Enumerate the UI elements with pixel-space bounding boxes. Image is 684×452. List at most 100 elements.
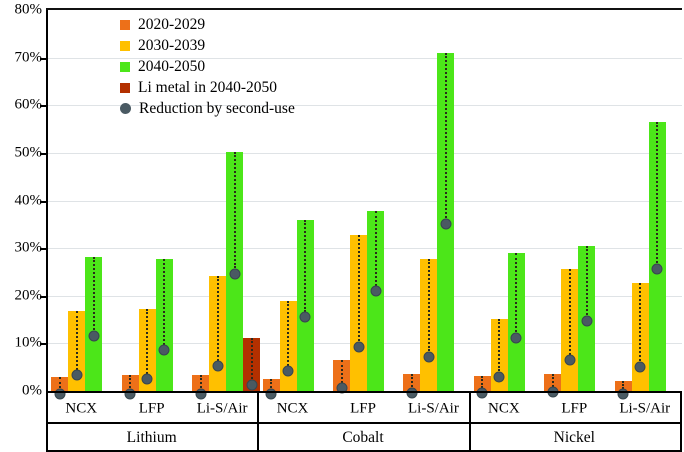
- y-axis-tick-mark: [40, 295, 47, 298]
- legend-item: Li metal in 2040-2050: [120, 77, 380, 98]
- second-use-connector: [410, 373, 413, 388]
- group-separator: [257, 393, 260, 452]
- y-axis-tick-mark: [40, 248, 47, 251]
- category-label: LFP: [561, 400, 588, 416]
- legend-item: Reduction by second-use: [120, 98, 380, 119]
- second-use-marker: [299, 311, 311, 323]
- category-label: NCX: [276, 400, 309, 416]
- legend-label: Li metal in 2040-2050: [138, 78, 278, 96]
- second-use-marker: [71, 369, 83, 381]
- legend-item: 2030-2039: [120, 35, 380, 56]
- bar-cluster: [51, 10, 119, 400]
- second-use-marker: [440, 218, 452, 230]
- legend-circle-icon: [120, 103, 131, 114]
- second-use-connector: [427, 258, 430, 352]
- legend-label: Reduction by second-use: [139, 99, 295, 117]
- second-use-marker: [617, 388, 629, 400]
- y-axis-line: [46, 8, 48, 393]
- y-axis-tick-label: 30%: [14, 239, 43, 256]
- y-axis-tick-label: 0%: [22, 382, 42, 399]
- gridline: [48, 105, 682, 107]
- y-axis-tick-label: 50%: [14, 144, 43, 161]
- second-use-connector: [357, 235, 360, 342]
- second-use-connector: [92, 256, 95, 331]
- bar-2040-2050: [367, 210, 384, 391]
- y-axis-tick-label: 60%: [14, 96, 43, 113]
- y-axis-tick-mark: [40, 105, 47, 108]
- group-label: Cobalt: [342, 429, 384, 446]
- bar-cluster: [614, 10, 683, 400]
- second-use-connector: [656, 122, 659, 264]
- second-use-marker: [54, 388, 66, 400]
- second-use-marker: [336, 382, 347, 394]
- second-use-marker: [88, 330, 100, 342]
- bar-cluster: [403, 10, 471, 399]
- y-axis-tick-mark: [40, 152, 47, 155]
- second-use-connector: [515, 252, 518, 333]
- legend-square-icon: [120, 82, 130, 93]
- second-use-connector: [585, 245, 588, 316]
- plot-top-border: [46, 8, 682, 10]
- second-use-marker: [493, 371, 505, 383]
- second-use-connector: [75, 311, 78, 370]
- second-use-connector: [250, 338, 253, 380]
- second-use-marker: [124, 388, 136, 400]
- second-use-connector: [481, 375, 484, 388]
- gridline: [48, 152, 682, 154]
- bar-cluster: [544, 10, 612, 398]
- second-use-marker: [510, 332, 522, 344]
- plot-area: [48, 10, 683, 400]
- bar-cluster: [333, 10, 401, 394]
- category-axis-band: NCX LFP Li-S/Air NCX LFP Li-S/Air NCX LFP Li-S/A…: [46, 393, 682, 424]
- legend-label: 2040-2050: [138, 57, 206, 75]
- x-axis-baseline: [46, 391, 682, 393]
- second-use-marker: [651, 263, 663, 275]
- axis-frame-bottom: [46, 450, 682, 452]
- second-use-connector: [568, 269, 571, 355]
- second-use-marker: [282, 365, 294, 377]
- second-use-connector: [58, 377, 61, 389]
- second-use-connector: [163, 259, 166, 345]
- second-use-connector: [287, 301, 290, 366]
- category-label: Li-S/Air: [196, 400, 248, 416]
- group-label: Lithium: [126, 429, 177, 446]
- second-use-marker: [564, 354, 576, 366]
- group-label: Nickel: [553, 429, 595, 446]
- second-use-connector: [270, 378, 273, 389]
- y-axis-tick-label: 80%: [14, 1, 43, 18]
- category-label: LFP: [350, 400, 376, 416]
- second-use-connector: [374, 210, 377, 286]
- gridline: [48, 200, 682, 202]
- second-use-connector: [129, 374, 132, 389]
- second-use-connector: [498, 319, 501, 372]
- category-label: NCX: [65, 400, 98, 416]
- y-axis-tick-label: 10%: [14, 334, 43, 351]
- second-use-marker: [141, 373, 153, 385]
- second-use-connector: [216, 275, 219, 361]
- legend-item: 2040-2050: [120, 56, 380, 77]
- legend-label: 2030-2039: [138, 36, 206, 54]
- category-label: NCX: [488, 400, 520, 416]
- bar-cluster: [473, 10, 542, 399]
- second-use-connector: [551, 373, 554, 387]
- second-use-marker: [581, 315, 593, 327]
- second-use-connector: [233, 151, 236, 269]
- second-use-connector: [340, 360, 343, 383]
- legend-item: 2020-2029: [120, 14, 380, 35]
- bar-cluster: [192, 10, 261, 400]
- second-use-marker: [158, 344, 170, 356]
- axis-frame-middle: [46, 422, 682, 424]
- second-use-marker: [246, 379, 258, 391]
- group-separator: [468, 393, 471, 452]
- category-label: LFP: [138, 400, 165, 416]
- second-use-connector: [622, 381, 625, 389]
- second-use-connector: [146, 309, 149, 374]
- legend-square-icon: [120, 61, 130, 72]
- group-axis-band: Lithium Cobalt Nickel: [46, 424, 682, 452]
- second-use-connector: [444, 52, 447, 219]
- second-use-connector: [639, 282, 642, 361]
- second-use-marker: [195, 388, 207, 400]
- second-use-connector: [199, 375, 202, 389]
- second-use-marker: [634, 361, 646, 372]
